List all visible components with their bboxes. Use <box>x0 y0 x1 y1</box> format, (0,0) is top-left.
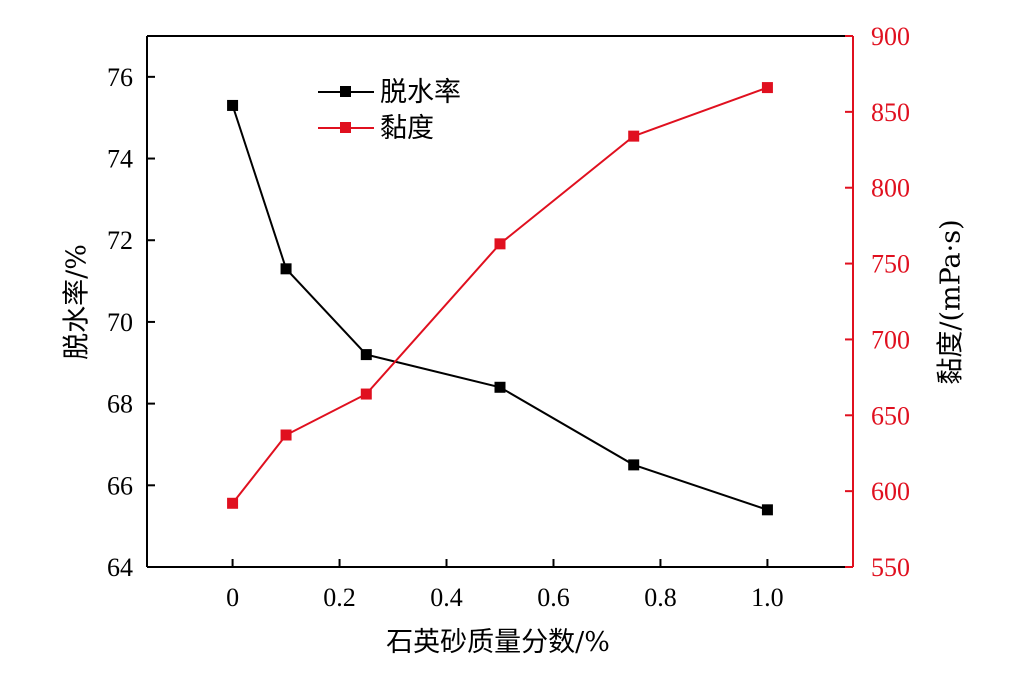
axis-ticks: 0 0.2 0.4 0.6 0.8 1.0 64 66 68 70 72 74 76 550 600 650 7… <box>107 22 910 612</box>
y-left-tick-label: 72 <box>107 226 133 255</box>
data-point-0 <box>360 349 372 361</box>
data-point-1 <box>227 497 239 509</box>
y-right-tick-label: 900 <box>871 22 910 51</box>
x-tick-label: 0.4 <box>430 583 463 612</box>
y-left-tick-label: 68 <box>107 390 133 419</box>
x-tick-label: 0 <box>226 583 239 612</box>
data-point-0 <box>227 99 239 111</box>
legend-marker-viscosity <box>340 122 351 133</box>
data-point-1 <box>360 388 372 400</box>
series-line-0 <box>231 105 768 511</box>
y-right-tick-label: 850 <box>871 98 910 127</box>
legend-label-dehydration: 脱水率 <box>380 77 461 108</box>
y-right-axis-title: 黏度/(mPa·s) <box>936 219 967 384</box>
y-left-tick-label: 64 <box>107 553 133 582</box>
data-point-1 <box>280 429 292 441</box>
y-right-tick-label: 650 <box>871 401 910 430</box>
series-line-1 <box>231 86 768 504</box>
data-point-1 <box>628 130 640 142</box>
y-left-axis-title: 脱水率/% <box>62 244 93 360</box>
y-left-tick-label: 66 <box>107 471 133 500</box>
y-right-tick-label: 600 <box>871 477 910 506</box>
legend: 脱水率 黏度 <box>318 77 461 144</box>
y-right-tick-label: 800 <box>871 174 910 203</box>
x-tick-label: 0.8 <box>644 583 677 612</box>
data-point-1 <box>761 82 773 94</box>
x-tick-label: 0.6 <box>537 583 570 612</box>
y-right-tick-label: 550 <box>871 553 910 582</box>
y-right-tick-label: 750 <box>871 250 910 279</box>
data-point-0 <box>280 263 292 275</box>
legend-marker-dehydration <box>340 86 351 97</box>
y-left-tick-label: 74 <box>107 145 133 174</box>
plot-frame <box>146 35 854 568</box>
x-tick-label: 1.0 <box>751 583 784 612</box>
x-axis-title: 石英砂质量分数/% <box>386 627 610 658</box>
x-tick-label: 0.2 <box>323 583 356 612</box>
data-point-0 <box>494 381 506 393</box>
plot-area <box>227 82 773 516</box>
legend-label-viscosity: 黏度 <box>380 113 434 144</box>
data-point-1 <box>494 238 506 250</box>
data-point-0 <box>761 504 773 516</box>
data-point-0 <box>628 459 640 471</box>
y-left-tick-label: 70 <box>107 308 133 337</box>
y-left-tick-label: 76 <box>107 63 133 92</box>
y-right-tick-label: 700 <box>871 325 910 354</box>
